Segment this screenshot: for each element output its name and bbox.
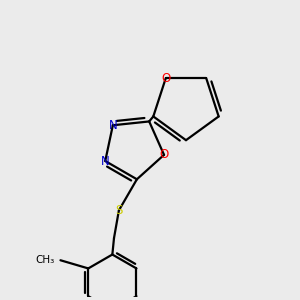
Text: O: O — [161, 71, 170, 85]
Text: O: O — [159, 148, 169, 161]
Text: N: N — [109, 119, 117, 132]
Text: CH₃: CH₃ — [35, 255, 55, 265]
Text: N: N — [101, 154, 110, 167]
Text: S: S — [115, 204, 123, 217]
